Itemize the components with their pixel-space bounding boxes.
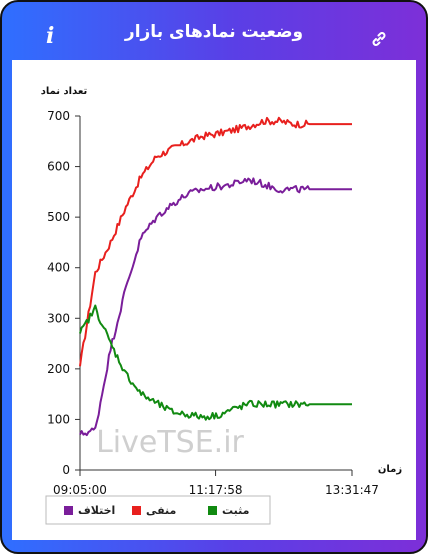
info-icon[interactable]: i	[46, 23, 55, 49]
y-tick-label: 600	[47, 160, 70, 174]
y-tick-label: 300	[47, 311, 70, 325]
y-tick-label: 500	[47, 210, 70, 224]
x-tick-label: 11:17:58	[189, 483, 243, 497]
legend-swatch[interactable]	[208, 506, 217, 515]
x-tick-label: 09:05:00	[53, 483, 107, 497]
y-axis-label: تعداد نماد	[41, 86, 88, 97]
widget-header: i وضعیت نمادهای بازار	[2, 2, 426, 60]
series-line-negative	[79, 116, 352, 367]
x-tick-label: 13:31:47	[325, 483, 379, 497]
series-line-difference	[79, 177, 352, 437]
line-chart: LiveTSE.ir تعداد نماد 0 100 200 300 400 500 600 7…	[41, 86, 402, 525]
watermark-text: LiveTSE.ir	[96, 425, 244, 460]
y-tick-label: 200	[47, 362, 70, 376]
legend-swatch[interactable]	[132, 506, 141, 515]
legend-box	[45, 495, 271, 525]
series-line-positive	[79, 304, 352, 421]
x-axis-label: زمان	[378, 464, 402, 475]
y-tick-label: 700	[47, 109, 70, 123]
legend-label[interactable]: مثبت	[222, 504, 249, 517]
widget-title: وضعیت نمادهای بازار	[124, 22, 304, 42]
link-icon[interactable]	[370, 30, 388, 48]
legend-label[interactable]: منفی	[146, 504, 176, 517]
y-tick-label: 0	[62, 463, 70, 477]
y-tick-label: 400	[47, 261, 70, 275]
y-tick-label: 100	[47, 412, 70, 426]
chart-panel: LiveTSE.ir تعداد نماد 0 100 200 300 400 500 600 7…	[12, 60, 416, 540]
legend-label[interactable]: اختلاف	[78, 504, 115, 517]
legend-swatch[interactable]	[64, 506, 73, 515]
